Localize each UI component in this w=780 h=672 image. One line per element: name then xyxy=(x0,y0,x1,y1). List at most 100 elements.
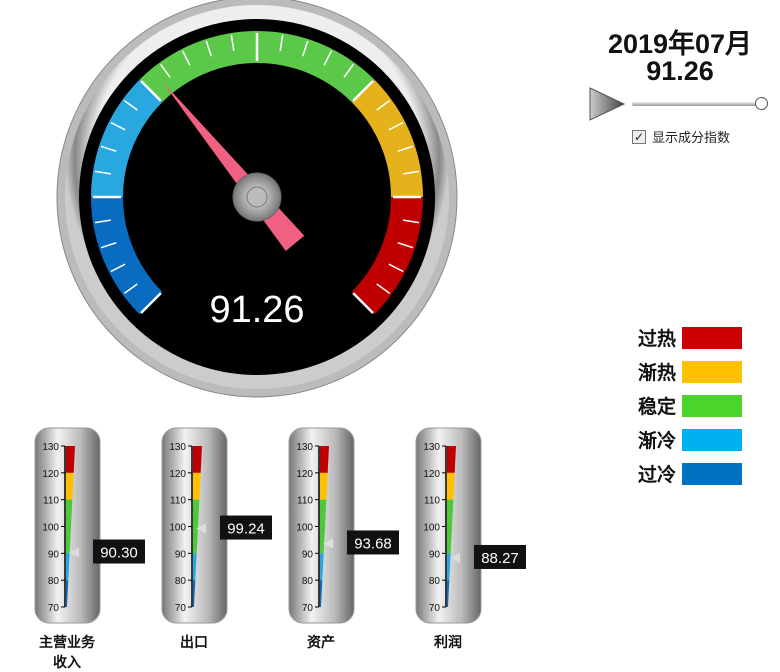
value-pointer-icon xyxy=(196,523,206,534)
gauge-tick xyxy=(110,121,126,131)
thermometer-label: 资产 xyxy=(307,634,335,650)
checkbox-icon[interactable]: ✓ xyxy=(632,129,646,144)
thermometer-body xyxy=(161,427,228,624)
level-band xyxy=(320,472,328,500)
scale-label: 90 xyxy=(302,549,314,560)
scale-label: 90 xyxy=(48,549,60,560)
legend-swatch xyxy=(682,394,743,417)
scale-label: 80 xyxy=(175,576,187,587)
scale-label: 80 xyxy=(302,576,314,587)
legend-label: 渐冷 xyxy=(638,431,677,452)
main-gauge: 91.26 xyxy=(56,0,458,398)
gauge-tick xyxy=(123,283,138,295)
scale-label: 120 xyxy=(42,469,59,480)
thermometer-label: 主营业务收入 xyxy=(39,634,95,670)
gauge-value: 91.26 xyxy=(209,289,304,331)
gauge-tick xyxy=(388,121,404,131)
level-band xyxy=(66,580,69,607)
scale-label: 110 xyxy=(43,496,59,507)
scale-label: 70 xyxy=(429,603,441,614)
scale-label: 100 xyxy=(42,523,59,534)
scale-label: 120 xyxy=(423,469,440,480)
level-band xyxy=(447,472,455,500)
scale-label: 80 xyxy=(429,576,441,587)
thermometer-value: 93.68 xyxy=(354,535,392,552)
scale-label: 120 xyxy=(169,469,186,480)
gauge-tick xyxy=(352,80,374,102)
level-band xyxy=(193,499,200,554)
level-band xyxy=(66,499,73,554)
legend-swatch xyxy=(682,360,743,383)
play-triangle-icon[interactable] xyxy=(588,86,628,122)
level-band xyxy=(193,472,201,500)
value-pointer-icon xyxy=(69,547,79,558)
scale-label: 70 xyxy=(175,603,187,614)
gauge-tick xyxy=(279,34,284,51)
level-band xyxy=(66,446,75,473)
timeline-slider[interactable] xyxy=(632,97,768,110)
gauge-tick xyxy=(140,80,162,102)
scale-label: 70 xyxy=(302,603,314,614)
scale-label: 100 xyxy=(169,523,186,534)
gauge-tick xyxy=(94,170,111,175)
legend-swatch xyxy=(682,462,743,485)
thermometer: 130 120 110 100 90 80 70 90.30 xyxy=(34,427,145,624)
gauge-tick xyxy=(302,40,309,57)
scale-label: 70 xyxy=(48,603,60,614)
level-band xyxy=(447,553,451,581)
scale-label: 90 xyxy=(429,549,441,560)
gauge-tick xyxy=(376,99,391,111)
level-band xyxy=(320,580,323,607)
gauge-tick xyxy=(110,263,126,273)
scale-label: 130 xyxy=(169,442,186,453)
gauge-tick xyxy=(140,292,162,314)
gauge-band xyxy=(139,30,375,103)
level-band xyxy=(320,499,327,554)
level-band xyxy=(66,472,74,500)
gauge-tick xyxy=(94,219,111,224)
gauge-tick xyxy=(397,145,414,152)
thermometer-value: 90.30 xyxy=(100,545,138,562)
level-band xyxy=(447,446,456,473)
thermometer-value: 88.27 xyxy=(481,550,519,567)
index-value: 91.26 xyxy=(646,56,714,86)
gauge-tick xyxy=(100,242,117,249)
gauge-tick xyxy=(376,283,391,295)
level-band xyxy=(320,446,329,473)
legend-swatch xyxy=(682,428,743,451)
level-band xyxy=(193,580,196,607)
legend-label: 渐热 xyxy=(638,363,677,384)
legend-item: 稳定 xyxy=(638,392,743,419)
level-band xyxy=(193,446,202,473)
scale-label: 110 xyxy=(424,496,440,507)
show-components-checkbox[interactable]: ✓ 显示成分指数 xyxy=(632,127,730,146)
gauge-tick xyxy=(205,40,212,57)
value-box xyxy=(93,539,145,564)
scale-label: 100 xyxy=(423,523,440,534)
thermometer-body xyxy=(34,427,101,624)
scale-label: 130 xyxy=(296,442,313,453)
thermometer: 130 120 110 100 90 80 70 99.24 xyxy=(161,427,272,624)
legend-label: 过热 xyxy=(638,329,677,350)
gauge-tick xyxy=(397,242,414,249)
thermometer-value: 99.24 xyxy=(227,521,265,538)
thermometer: 130 120 110 100 90 80 70 88.27 xyxy=(415,427,526,624)
scale-label: 120 xyxy=(296,469,313,480)
legend-item: 渐冷 xyxy=(638,426,743,453)
thermometer: 130 120 110 100 90 80 70 93.68 xyxy=(288,427,399,624)
scale-label: 130 xyxy=(42,442,59,453)
value-box xyxy=(347,530,399,555)
gauge-tick xyxy=(230,34,235,51)
level-band xyxy=(447,499,454,554)
value-pointer-icon xyxy=(323,538,333,549)
scale-label: 130 xyxy=(423,442,440,453)
slider-handle[interactable] xyxy=(755,97,768,110)
gauge-tick xyxy=(100,145,117,152)
thermometer-label: 出口 xyxy=(180,634,208,650)
thermometer-label: 利润 xyxy=(434,634,462,650)
value-pointer-icon xyxy=(450,552,460,563)
scale-label: 110 xyxy=(297,496,313,507)
scale-label: 90 xyxy=(175,549,187,560)
gauge-tick xyxy=(388,263,404,273)
legend-swatch xyxy=(682,326,743,349)
